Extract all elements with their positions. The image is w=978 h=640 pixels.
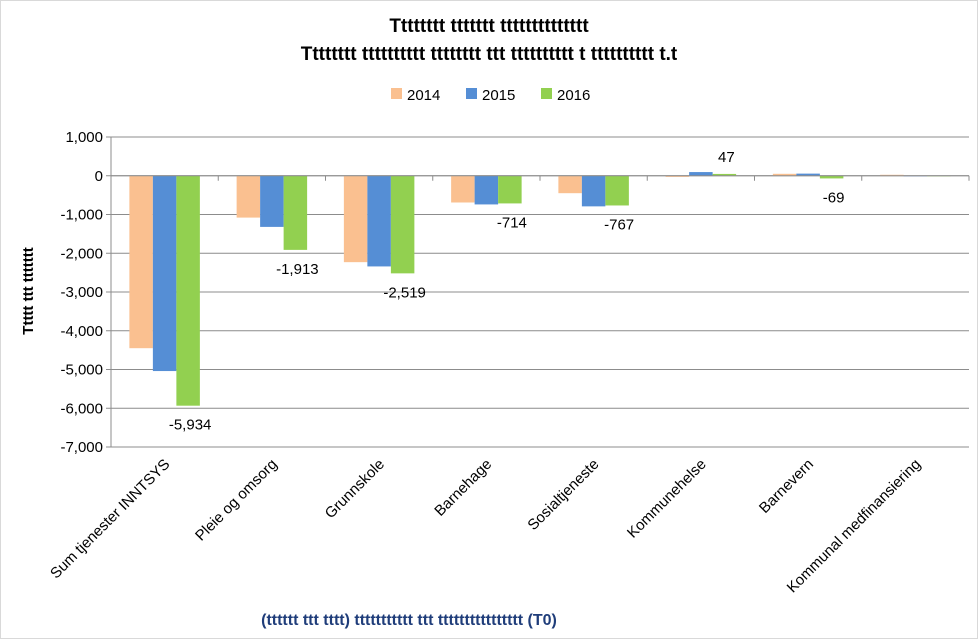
bar-2016-5 <box>712 173 737 176</box>
category-label: Sosialtjeneste <box>524 456 602 534</box>
category-label: Barnehage <box>431 456 495 520</box>
chart-title-line-2: Tttttttt tttttttttt tttttttt ttt ttttttt… <box>301 44 678 65</box>
y-tick-label: -5,000 <box>60 362 103 379</box>
bar-2014-6 <box>772 173 797 176</box>
y-tick-label: -6,000 <box>60 400 103 417</box>
bar-2015-3 <box>474 175 499 205</box>
category-label: Pleie og omsorg <box>192 456 281 545</box>
bar-2014-2 <box>343 175 368 263</box>
data-label: -1,913 <box>276 261 319 278</box>
legend-swatch-2016 <box>541 88 552 99</box>
category-label: Barnevern <box>756 456 817 517</box>
y-tick-label: 0 <box>95 168 103 185</box>
data-label: -69 <box>823 189 845 206</box>
bar-2014-3 <box>451 175 475 203</box>
bar-2015-1 <box>260 175 284 227</box>
y-axis-label: Ttttt ttt ttttttt <box>20 247 37 334</box>
bars <box>129 172 951 406</box>
bar-2015-0 <box>152 175 177 372</box>
chart-title-line-1: Tttttttt ttttttt tttttttttttttt <box>389 16 589 37</box>
data-label: -714 <box>497 214 527 231</box>
bar-2014-1 <box>236 175 261 218</box>
y-tick-label: -4,000 <box>60 323 103 340</box>
data-label: 47 <box>718 149 735 166</box>
bar-2014-0 <box>129 175 153 349</box>
category-label: Kommunehelse <box>624 456 710 542</box>
category-label: Grunnskole <box>322 456 388 522</box>
bar-2016-1 <box>283 175 308 250</box>
axes <box>110 137 970 447</box>
legend: 2014 2015 2016 <box>391 87 590 104</box>
y-tick-label: -7,000 <box>60 439 103 456</box>
legend-swatch-2015 <box>466 88 477 99</box>
y-tick-label: -2,000 <box>60 245 103 262</box>
bar-2016-6 <box>819 175 844 179</box>
bar-2016-2 <box>390 175 415 274</box>
y-tick-label: -1,000 <box>60 207 103 224</box>
legend-label: 2015 <box>482 87 515 104</box>
bar-2016-0 <box>176 175 200 406</box>
gridlines <box>106 136 969 448</box>
data-label: -5,934 <box>169 417 212 434</box>
bar-2015-5 <box>689 172 713 176</box>
y-tick-label: -3,000 <box>60 284 103 301</box>
data-label: -2,519 <box>383 284 426 301</box>
x-axis-label: (tttttt ttt tttt) ttttttttttt ttt tttttt… <box>261 612 557 629</box>
bar-2015-4 <box>581 175 606 207</box>
y-tick-labels: 1,000 0 -1,000 -2,000 -3,000 -4,000 -5,000 -6,0… <box>60 129 103 456</box>
bar-2016-3 <box>498 175 522 204</box>
bar-2015-2 <box>367 175 391 267</box>
data-label: -767 <box>604 216 634 233</box>
category-label: Sum tjenester INNTSYS <box>47 456 173 582</box>
chart-title: Tttttttt ttttttt tttttttttttttt Tttttttt… <box>301 16 678 65</box>
bar-2016-4 <box>605 175 629 206</box>
legend-swatch-2014 <box>391 88 402 99</box>
bar-2014-4 <box>558 175 582 194</box>
bar-2015-6 <box>796 173 820 176</box>
data-labels: -5,934 -1,913 -2,519 -714 -767 47 -69 <box>169 149 845 434</box>
legend-label: 2016 <box>557 87 590 104</box>
x-category-labels: Sum tjenester INNTSYS Pleie og omsorg Grun… <box>47 456 924 597</box>
y-tick-label: 1,000 <box>65 129 103 146</box>
legend-label: 2014 <box>407 87 440 104</box>
bar-2014-5 <box>665 175 690 177</box>
